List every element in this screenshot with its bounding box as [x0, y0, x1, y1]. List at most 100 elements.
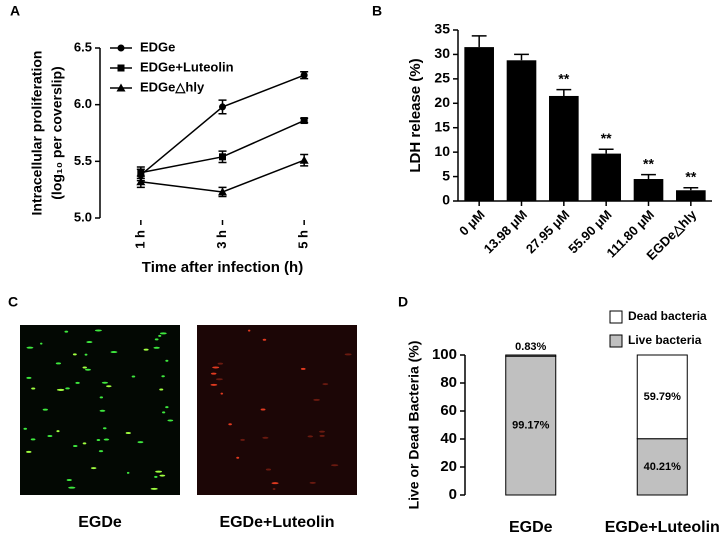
bacterium: [167, 419, 174, 422]
error-bar: [556, 88, 572, 96]
bacterium: [210, 372, 217, 375]
marker: [300, 117, 308, 125]
bacterium: [247, 329, 251, 332]
bacterium: [40, 342, 43, 345]
y-tick-label: 40: [440, 430, 457, 447]
y-tick-label: 60: [440, 402, 457, 419]
bacterium: [331, 464, 339, 467]
bacterium: [165, 406, 169, 409]
bacterium: [161, 375, 165, 378]
bacterium: [262, 436, 269, 439]
error-bar: [641, 173, 656, 180]
bacterium: [99, 396, 104, 399]
bacterium: [154, 338, 159, 341]
legend-swatch: [609, 310, 623, 324]
bacterium: [260, 408, 266, 411]
bacterium: [26, 376, 32, 379]
bar: [549, 95, 579, 201]
bacterium: [265, 468, 272, 471]
y-tick-label: 20: [434, 94, 450, 110]
marker: [299, 155, 309, 164]
y-tick-label: 80: [440, 374, 457, 391]
y-tick-label: 5: [442, 167, 450, 183]
bacterium: [68, 486, 76, 489]
legend-label: Live bacteria: [628, 333, 702, 347]
bacterium: [23, 427, 28, 430]
value-label: 99.17%: [512, 419, 550, 431]
panel-label: C: [8, 294, 18, 310]
bacterium: [75, 381, 80, 384]
legend-label: Dead bacteria: [628, 309, 707, 323]
bar: [506, 60, 537, 201]
bar: [676, 190, 706, 201]
error-bar: [598, 148, 614, 154]
marker: [218, 187, 227, 196]
bacterium: [313, 398, 320, 401]
significance: **: [643, 155, 654, 171]
bacterium: [84, 353, 88, 356]
bacterium: [94, 329, 102, 332]
significance: **: [558, 70, 569, 86]
bacterium: [106, 385, 112, 388]
bacterium: [103, 438, 110, 441]
marker: [136, 177, 146, 186]
x-tick-label: 27.95 μM: [523, 207, 572, 256]
bacterium: [66, 478, 72, 481]
y-axis-label: LDH release (%): [407, 58, 424, 172]
bacterium: [96, 439, 101, 442]
marker: [219, 153, 226, 161]
x-tick-label: 0 μM: [456, 207, 488, 239]
marker: [137, 169, 145, 177]
marker: [219, 103, 226, 111]
bacterium: [72, 445, 78, 448]
bacterium: [344, 353, 352, 356]
x-tick-label: 13.98 μM: [481, 207, 530, 256]
bacterium: [271, 482, 279, 485]
bacterium: [101, 381, 108, 384]
bar: [591, 153, 621, 201]
y-tick-label: 30: [434, 45, 450, 61]
bacterium: [228, 423, 232, 426]
bacterium: [42, 408, 48, 411]
y-tick-label: 20: [440, 458, 457, 475]
image-label: EGDe+Luteolin: [219, 514, 334, 531]
bacterium: [319, 430, 326, 433]
bacterium: [47, 435, 53, 438]
y-tick-label: 100: [432, 346, 457, 363]
bacterium: [99, 409, 106, 412]
y-tick-label: 0: [442, 192, 450, 208]
x-axis-label: Time after infection (h): [142, 259, 303, 276]
legend-label: EDGe+Luteolin: [140, 59, 234, 74]
bacterium: [82, 366, 87, 369]
bacterium: [155, 470, 163, 473]
bacterium: [98, 450, 104, 453]
bacterium: [236, 456, 240, 459]
x-tick-label: EGDe: [509, 519, 553, 536]
y-tick-label: 5.5: [74, 153, 92, 168]
bacterium: [65, 387, 70, 390]
bacterium: [309, 481, 316, 484]
micrograph: [197, 325, 357, 495]
bacterium: [72, 353, 77, 356]
legend-label: EDGe△hly: [140, 79, 205, 94]
marker: [116, 83, 126, 92]
bar-segment: [505, 354, 557, 357]
y-tick-label: 5.0: [74, 209, 92, 224]
bacterium: [307, 435, 314, 438]
error-bar: [471, 35, 487, 48]
bacterium: [56, 388, 64, 391]
x-tick-label: EGDe+Luteolin: [605, 519, 720, 536]
bacterium: [82, 442, 87, 445]
series-line: [140, 119, 305, 174]
significance: **: [685, 169, 696, 185]
y-tick-label: 6.0: [74, 96, 92, 111]
bacterium: [131, 375, 136, 378]
bacterium: [110, 351, 118, 354]
bar-segment: [636, 354, 688, 440]
bacterium: [262, 338, 267, 341]
value-label: 40.21%: [644, 461, 682, 473]
x-tick-label: 5 h: [296, 230, 311, 249]
bacterium: [26, 450, 32, 453]
y-tick-label: 0: [449, 486, 457, 503]
